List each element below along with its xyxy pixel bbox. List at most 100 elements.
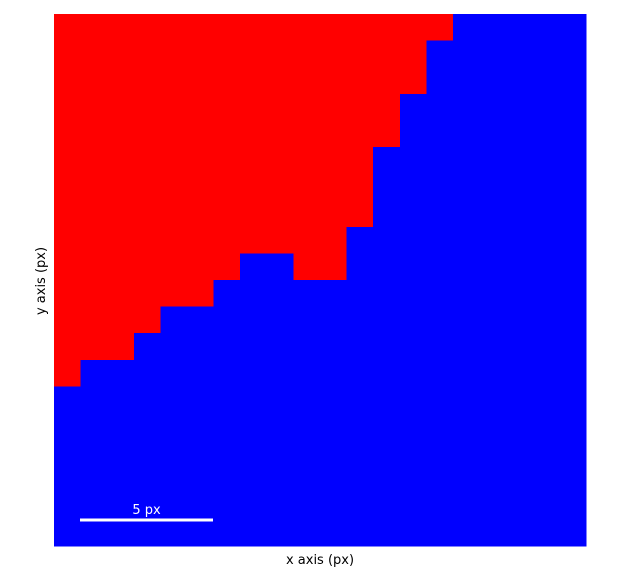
heatmap-cell: [293, 147, 321, 175]
heatmap-cell: [160, 386, 188, 414]
heatmap-cell: [479, 306, 507, 334]
heatmap-cell: [80, 386, 108, 414]
heatmap-cell: [266, 226, 294, 254]
heatmap-cell: [373, 439, 401, 467]
heatmap-cell: [213, 14, 241, 42]
heatmap-cell: [266, 519, 294, 547]
heatmap-cell: [373, 359, 401, 387]
heatmap-cell: [479, 413, 507, 441]
heatmap-cell: [293, 200, 321, 228]
heatmap-cell: [133, 333, 161, 361]
heatmap-cell: [54, 333, 82, 361]
heatmap-cell: [559, 173, 587, 201]
heatmap-cell: [80, 173, 108, 201]
heatmap-cell: [346, 359, 374, 387]
heatmap-cell: [160, 93, 188, 121]
heatmap-cell: [54, 67, 82, 95]
heatmap-cell: [133, 67, 161, 95]
heatmap-cell: [107, 466, 135, 494]
heatmap-cell: [479, 439, 507, 467]
heatmap-cell: [532, 226, 560, 254]
heatmap-cell: [453, 226, 481, 254]
heatmap-cell: [399, 226, 427, 254]
heatmap-cell: [213, 306, 241, 334]
heatmap-cell: [213, 173, 241, 201]
heatmap-cell: [160, 40, 188, 68]
heatmap-cell: [266, 359, 294, 387]
heatmap-cell: [426, 40, 454, 68]
heatmap-cell: [107, 359, 135, 387]
heatmap-cell: [453, 439, 481, 467]
heatmap-cell: [160, 333, 188, 361]
heatmap-cell: [373, 306, 401, 334]
heatmap-cell: [54, 386, 82, 414]
heatmap-cell: [54, 439, 82, 467]
heatmap-cell: [453, 120, 481, 148]
heatmap-cell: [213, 226, 241, 254]
heatmap-cell: [293, 173, 321, 201]
heatmap-cell: [479, 147, 507, 175]
heatmap-cell: [240, 120, 268, 148]
heatmap-cell: [453, 333, 481, 361]
heatmap-cell: [532, 519, 560, 547]
heatmap-cell: [293, 333, 321, 361]
heatmap-cell: [346, 14, 374, 42]
heatmap-cell: [532, 306, 560, 334]
heatmap-cell: [240, 173, 268, 201]
heatmap-cell: [266, 492, 294, 520]
heatmap-cell: [133, 93, 161, 121]
heatmap-cell: [213, 386, 241, 414]
heatmap-cell: [559, 413, 587, 441]
heatmap-cell: [453, 466, 481, 494]
heatmap-cell: [240, 147, 268, 175]
heatmap-cell: [240, 386, 268, 414]
heatmap-cell: [479, 173, 507, 201]
heatmap-cell: [107, 492, 135, 520]
heatmap-cell: [373, 466, 401, 494]
heatmap-cell: [107, 306, 135, 334]
heatmap-cell: [213, 359, 241, 387]
heatmap-cell: [266, 413, 294, 441]
heatmap-cell: [160, 226, 188, 254]
heatmap-cell: [54, 492, 82, 520]
heatmap-cell: [107, 519, 135, 547]
heatmap-cell: [160, 466, 188, 494]
heatmap-cell: [426, 413, 454, 441]
heatmap-cell: [532, 200, 560, 228]
heatmap-cell: [346, 40, 374, 68]
heatmap-cell: [532, 147, 560, 175]
heatmap-cell: [399, 386, 427, 414]
heatmap-cell: [133, 466, 161, 494]
heatmap-cell: [426, 492, 454, 520]
heatmap-cell: [54, 466, 82, 494]
heatmap-cell: [506, 333, 534, 361]
heatmap-cell: [399, 359, 427, 387]
heatmap-cell: [266, 67, 294, 95]
heatmap-cell: [479, 466, 507, 494]
heatmap-cell: [213, 492, 241, 520]
heatmap-cell: [399, 253, 427, 281]
heatmap-cell: [399, 173, 427, 201]
heatmap-cell: [160, 14, 188, 42]
heatmap-cell: [346, 120, 374, 148]
heatmap-cell: [426, 200, 454, 228]
heatmap-cell: [160, 173, 188, 201]
heatmap-cell: [240, 200, 268, 228]
heatmap-cell: [213, 413, 241, 441]
heatmap-cell: [80, 40, 108, 68]
heatmap-cell: [399, 40, 427, 68]
heatmap-cell: [506, 306, 534, 334]
heatmap-cell: [346, 147, 374, 175]
heatmap-cell: [266, 439, 294, 467]
heatmap-cell: [187, 93, 215, 121]
heatmap-cell: [346, 439, 374, 467]
heatmap-cell: [373, 253, 401, 281]
heatmap-cell: [266, 466, 294, 494]
heatmap-cell: [399, 413, 427, 441]
heatmap-cell: [240, 519, 268, 547]
heatmap-cell: [506, 439, 534, 467]
heatmap-cell: [320, 147, 348, 175]
heatmap-cell: [133, 173, 161, 201]
heatmap-cell: [373, 226, 401, 254]
heatmap-cell: [133, 306, 161, 334]
